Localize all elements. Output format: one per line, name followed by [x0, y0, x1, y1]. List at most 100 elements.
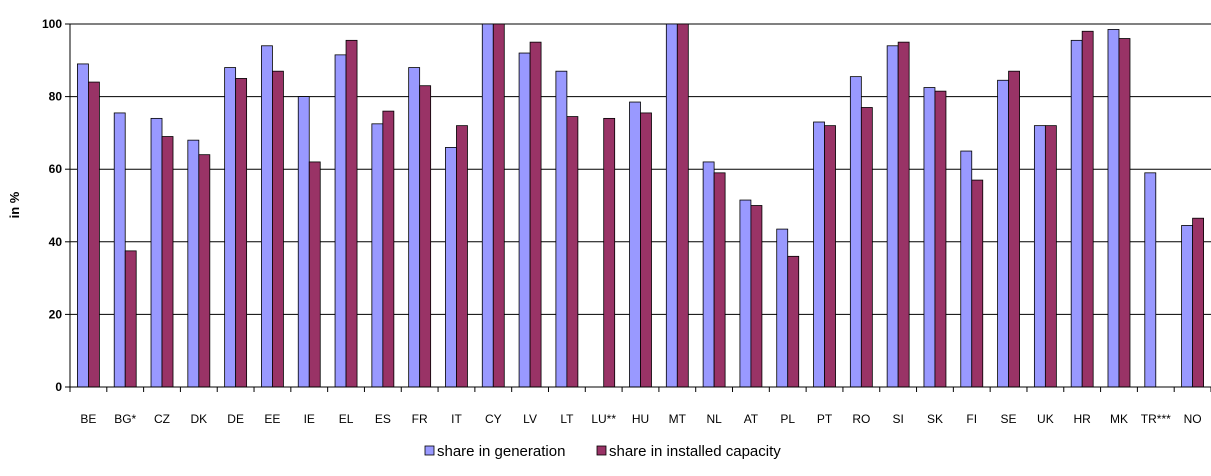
bar-generation [813, 121, 825, 388]
x-tick-label: PL [780, 412, 795, 426]
x-tick-label: PT [817, 412, 833, 426]
bar-generation [886, 45, 899, 388]
legend-label-installed-capacity: share in installed capacity [609, 443, 781, 460]
x-tick-label: FI [966, 412, 977, 426]
bar-installed-capacity [161, 136, 174, 388]
bar-installed-capacity [1044, 125, 1057, 388]
bar-generation [77, 63, 89, 388]
bar-installed-capacity [934, 90, 947, 388]
x-tick-label: IT [451, 412, 462, 426]
bar-installed-capacity [860, 107, 873, 388]
x-tick-label: SE [1001, 412, 1017, 426]
x-tick-label: BE [80, 412, 96, 426]
bar-installed-capacity [971, 179, 984, 388]
y-tick-label: 0 [55, 380, 62, 394]
bar-generation [481, 23, 494, 388]
x-tick-label: MT [669, 412, 687, 426]
x-tick-label: TR*** [1141, 412, 1171, 426]
x-tick-label: HU [632, 412, 649, 426]
y-tick-label: 60 [49, 162, 63, 176]
bar-generation [1107, 29, 1120, 388]
bar-installed-capacity [124, 250, 137, 388]
y-tick-label: 20 [49, 307, 63, 321]
bar-generation [1144, 172, 1157, 388]
bar-generation [113, 112, 126, 388]
bar-generation [960, 150, 973, 388]
bar-generation [629, 101, 641, 388]
bar-installed-capacity [419, 85, 432, 388]
x-tick-label: FR [412, 412, 428, 426]
legend: share in generation share in installed ca… [424, 443, 781, 460]
bar-installed-capacity [676, 23, 689, 388]
bar-generation [776, 228, 789, 388]
x-tick-label: NL [706, 412, 722, 426]
x-tick-label: IE [304, 412, 315, 426]
bar-installed-capacity [1118, 38, 1131, 388]
y-tick-label: 80 [49, 90, 63, 104]
bar-generation [187, 139, 200, 388]
x-tick-label: BG* [114, 412, 136, 426]
bars [77, 23, 1204, 388]
x-tick-label: DE [227, 412, 244, 426]
bar-generation [261, 45, 273, 388]
x-tick-label: HR [1074, 412, 1092, 426]
bar-installed-capacity [198, 154, 211, 388]
bar-installed-capacity [382, 110, 395, 388]
y-tick-labels: 0 20 40 60 80 100 [42, 17, 62, 394]
y-tick-label: 40 [49, 235, 63, 249]
x-tick-label: NO [1184, 412, 1202, 426]
bar-generation [518, 52, 531, 388]
bar-generation [371, 123, 384, 388]
bar-installed-capacity [566, 116, 579, 388]
x-tick-label: EL [339, 412, 354, 426]
x-tick-labels: BE BG* CZ DK DE EE IE EL ES FR IT CY LV LT LU** HU MT NL A… [80, 412, 1201, 426]
bar-generation [702, 161, 715, 388]
bar-installed-capacity [787, 255, 800, 388]
x-tick-label: UK [1037, 412, 1054, 426]
x-tick-label: EE [264, 412, 280, 426]
bar-installed-capacity [603, 117, 616, 388]
bar-generation [665, 23, 678, 388]
legend-swatch-installed-capacity [596, 445, 607, 456]
bar-installed-capacity [272, 70, 284, 388]
legend-label-generation: share in generation [437, 443, 565, 460]
x-tick-label: ES [375, 412, 391, 426]
bar-generation [297, 96, 310, 388]
x-tick-label: AT [744, 412, 759, 426]
bar-installed-capacity [456, 125, 468, 388]
bar-installed-capacity [235, 78, 248, 388]
bar-generation [408, 67, 421, 388]
bar-installed-capacity [88, 81, 100, 388]
bar-installed-capacity [713, 172, 726, 388]
bar-generation [1033, 125, 1046, 388]
bar-generation [555, 70, 568, 388]
x-tick-label: MK [1110, 412, 1128, 426]
x-tick-label: RO [852, 412, 870, 426]
bar-generation [1070, 39, 1083, 388]
y-tick-label: 100 [42, 17, 62, 31]
bar-generation [334, 54, 347, 388]
bar-installed-capacity [640, 112, 652, 388]
bar-installed-capacity [492, 23, 505, 388]
bar-installed-capacity [1192, 217, 1204, 388]
bar-installed-capacity [824, 125, 836, 388]
bar-generation [224, 67, 237, 388]
bar-generation [997, 79, 1009, 388]
bar-generation [1181, 225, 1193, 388]
bar-installed-capacity [308, 161, 321, 388]
bar-generation [849, 76, 862, 388]
bar-installed-capacity [750, 205, 763, 388]
x-tick-label: SI [892, 412, 903, 426]
bar-installed-capacity [897, 41, 910, 388]
x-tick-label: SK [927, 412, 943, 426]
bar-generation [923, 87, 936, 388]
bar-installed-capacity [529, 41, 542, 388]
x-tick-label: LT [560, 412, 574, 426]
axes [65, 23, 1211, 392]
bar-generation [739, 199, 752, 388]
x-tick-label: CZ [154, 412, 170, 426]
bar-installed-capacity [345, 39, 358, 388]
x-tick-label: LV [523, 412, 537, 426]
